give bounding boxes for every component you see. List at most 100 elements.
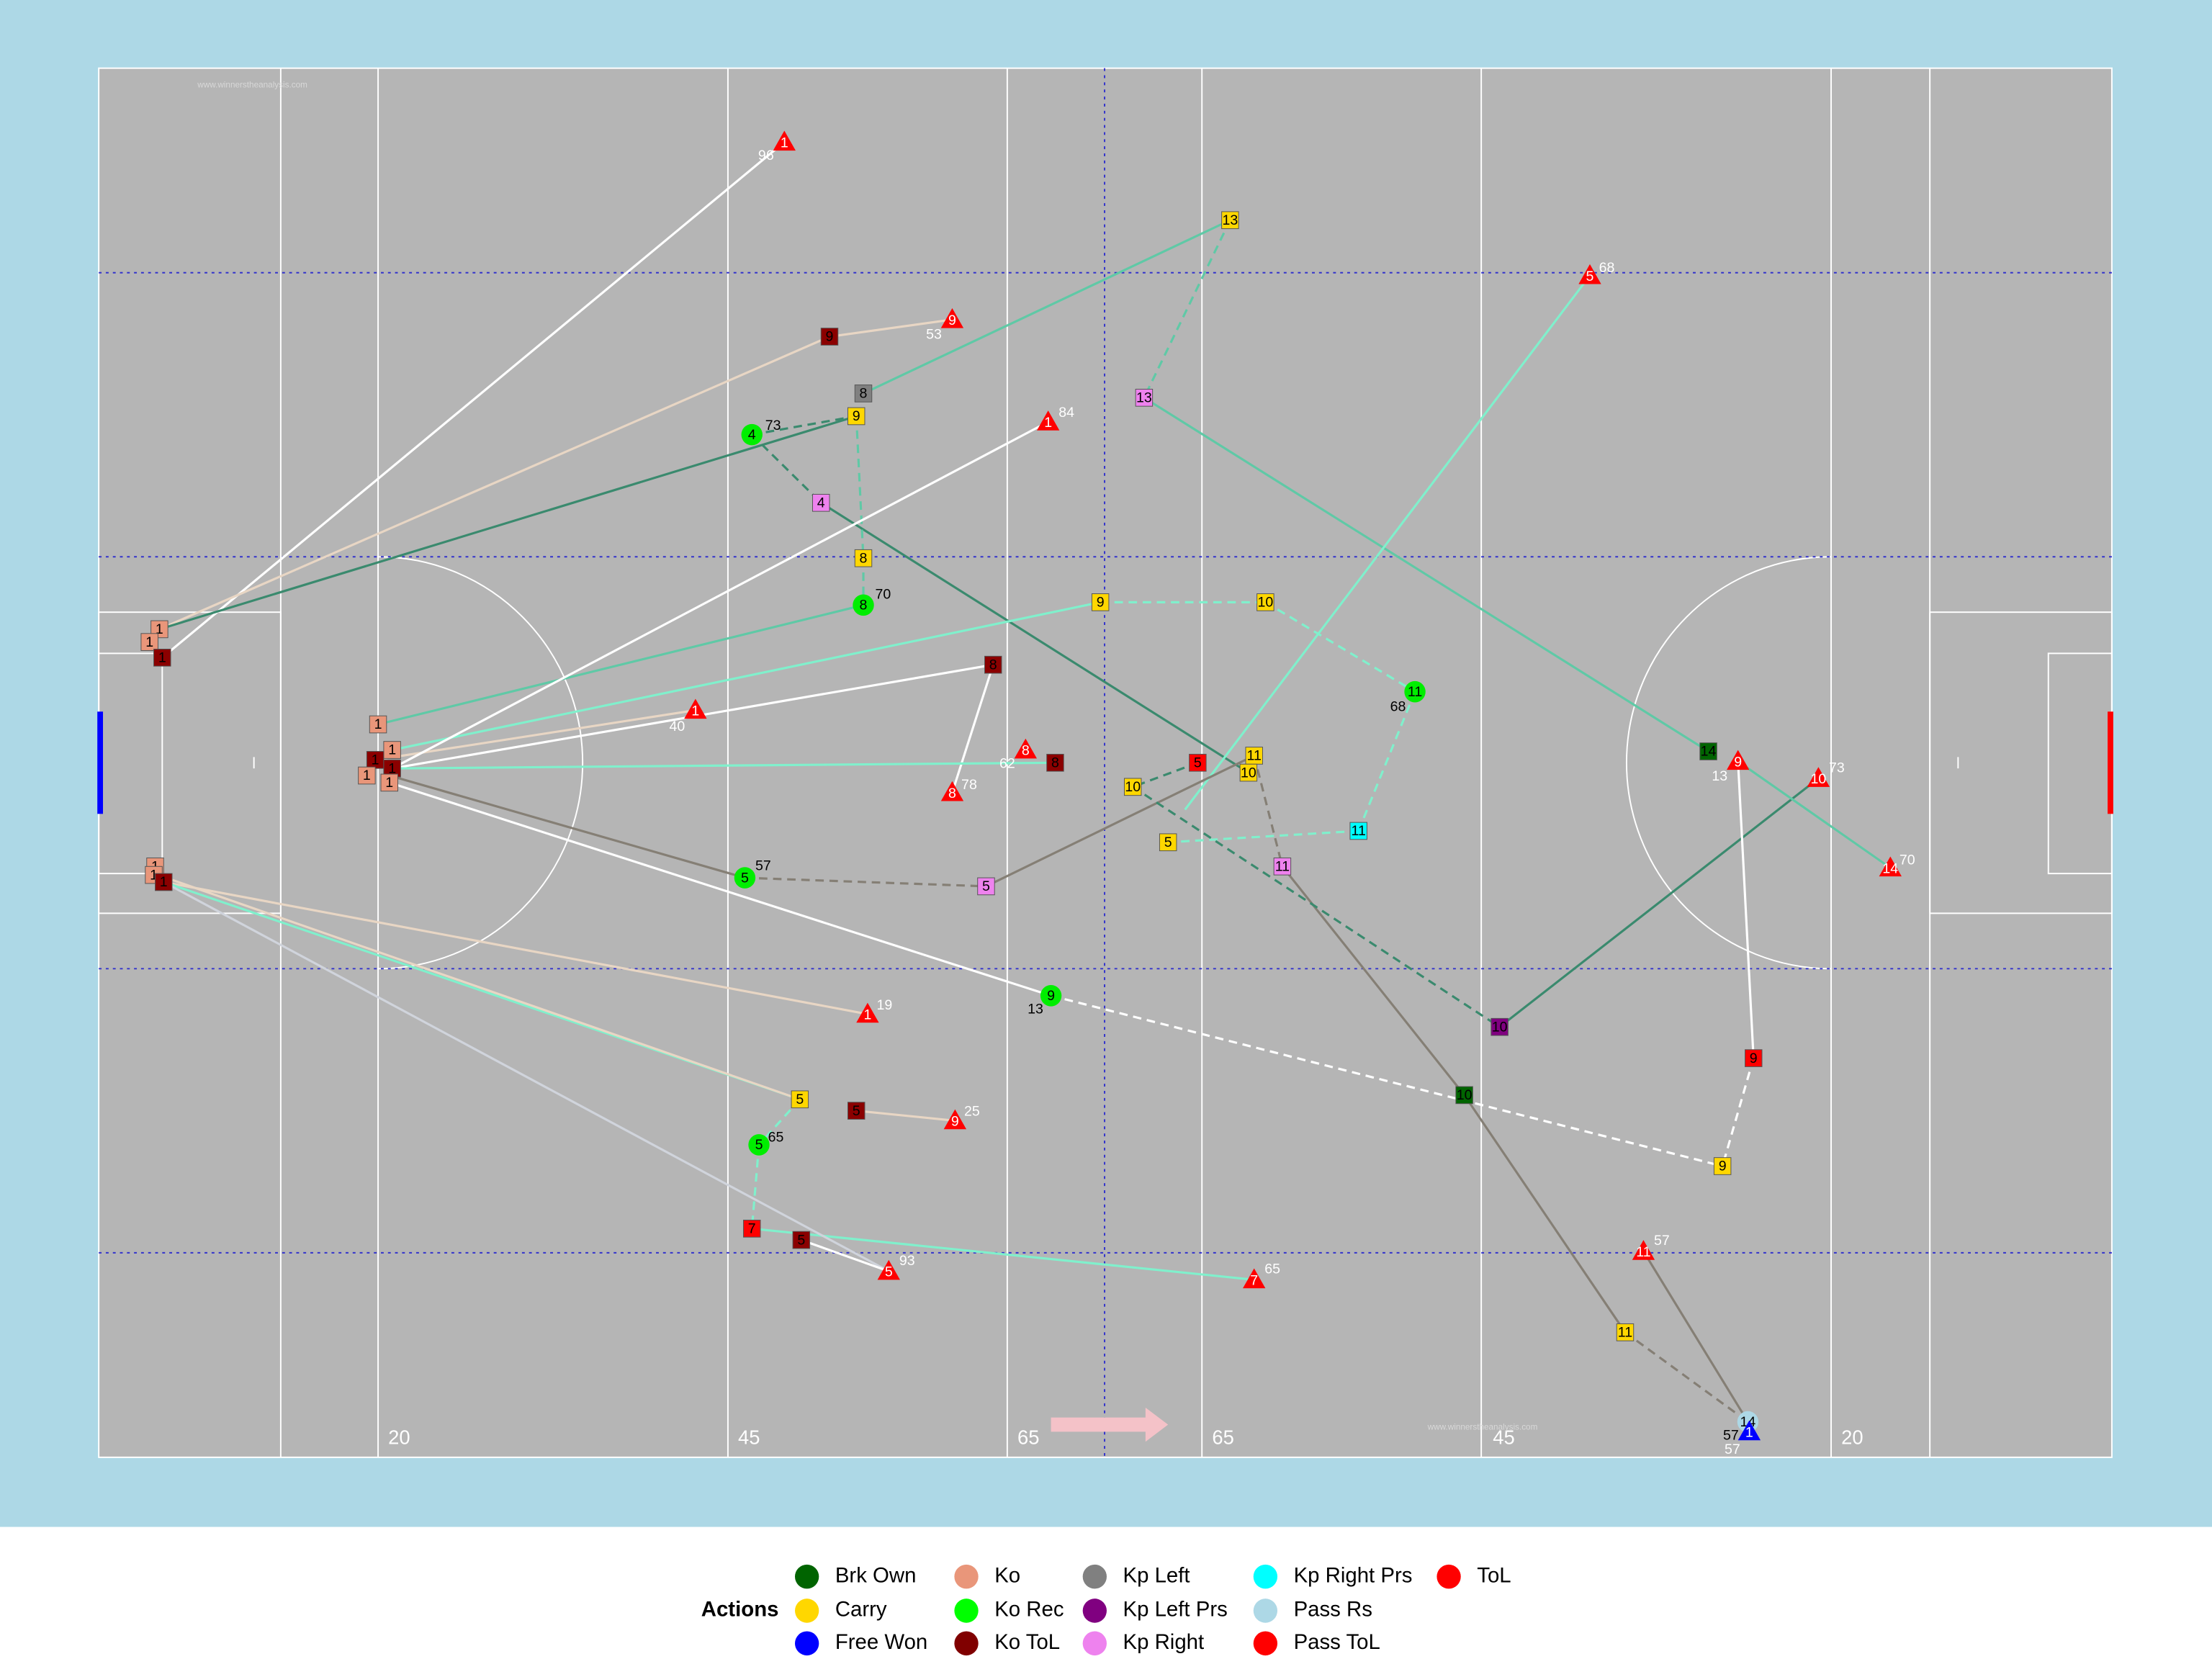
marker-triangle — [1578, 264, 1601, 284]
action-line — [158, 336, 830, 631]
marker-label: 8 — [860, 550, 868, 566]
marker-square — [791, 1090, 809, 1109]
marker-note: 57 — [1654, 1233, 1670, 1249]
legend: Brk Own Carry Free Won Ko Ko Rec Ko ToL Kp Lef… — [795, 1563, 1511, 1656]
legend-label: Ko — [994, 1563, 1020, 1587]
marker-note: 57 — [1725, 1442, 1740, 1457]
action-line — [950, 664, 994, 793]
marker-label: 9 — [1734, 754, 1742, 770]
marker-label: 1 — [363, 768, 371, 783]
marker-note: 73 — [765, 418, 781, 433]
marker-label: 11 — [1247, 748, 1262, 764]
marker-label: 1 — [385, 775, 393, 791]
marker-note: 96 — [758, 148, 774, 163]
marker-label: 1 — [156, 621, 163, 637]
action-line — [801, 1238, 889, 1272]
marker-note: 40 — [670, 719, 685, 734]
marker-square — [977, 877, 995, 896]
marker-label: 4 — [748, 427, 756, 443]
marker-square — [1699, 742, 1717, 760]
marker-triangle — [1243, 1268, 1266, 1289]
marker-label: 5 — [1586, 269, 1594, 284]
marker-label: 1 — [388, 760, 396, 776]
action-line — [1264, 601, 1416, 693]
marker-label: 1 — [1044, 415, 1052, 431]
action-line — [158, 415, 857, 631]
legend-label: Kp Left — [1123, 1563, 1190, 1587]
marker-note: 70 — [1899, 853, 1915, 868]
marker-square — [1221, 211, 1239, 230]
marker-label: 1 — [372, 752, 379, 768]
legend-label: Pass ToL — [1294, 1630, 1380, 1654]
legend-label: Carry — [835, 1598, 887, 1622]
action-line — [163, 881, 890, 1272]
marker-square — [1123, 778, 1142, 796]
marker-label: 13 — [1136, 390, 1152, 405]
marker-label: 14 — [1701, 744, 1717, 760]
legend-label: Pass Rs — [1294, 1598, 1372, 1622]
marker-label: 8 — [860, 597, 868, 613]
marker-square — [140, 633, 158, 651]
marker-label: 1 — [781, 135, 788, 150]
marker-square — [1349, 822, 1367, 840]
action-line — [1642, 1251, 1749, 1423]
zone-lines — [99, 68, 2112, 1457]
marker-label: 5 — [741, 870, 749, 886]
marker-label: 5 — [853, 1103, 860, 1119]
action-line — [389, 781, 1052, 997]
action-line — [820, 501, 1249, 774]
marker-square — [743, 1219, 761, 1238]
marker-square — [358, 766, 376, 785]
marker-label: 5 — [755, 1137, 763, 1153]
marker-circle — [748, 1134, 770, 1156]
legend-label: Kp Right — [1123, 1630, 1205, 1654]
marker-label: 1 — [160, 874, 168, 890]
action-line — [1168, 830, 1359, 844]
marker-label: 9 — [826, 329, 834, 345]
marker-note: 62 — [999, 755, 1015, 771]
marker-label: 10 — [1492, 1019, 1508, 1035]
marker-triangle — [1807, 767, 1830, 787]
yard-label: 65 — [1017, 1426, 1040, 1448]
marker-circle — [1737, 1411, 1759, 1433]
marker-square — [1091, 593, 1110, 611]
action-line — [751, 433, 822, 504]
marker-square — [792, 1231, 811, 1249]
marker-triangle — [856, 1002, 879, 1023]
marker-square — [984, 655, 1002, 674]
marker-note: 25 — [964, 1104, 980, 1120]
action-line — [1143, 396, 1709, 752]
marker-circle — [853, 594, 874, 616]
action-line — [856, 1110, 956, 1122]
marker-circle — [1040, 985, 1062, 1007]
marker-circle — [734, 867, 756, 889]
action-line — [745, 876, 986, 888]
marker-note: 65 — [1264, 1262, 1280, 1277]
action-line — [829, 318, 953, 338]
yard-label: 45 — [738, 1426, 760, 1448]
action-line — [863, 219, 1231, 395]
marker-label: 10 — [1810, 771, 1826, 787]
action-line — [1051, 994, 1723, 1168]
legend-label: Brk Own — [835, 1563, 917, 1587]
marker-label: 7 — [748, 1220, 756, 1236]
marker-label: 11 — [1636, 1244, 1650, 1260]
legend-swatch — [1437, 1564, 1461, 1589]
legend-swatch — [1253, 1631, 1278, 1656]
marker-triangle — [773, 130, 796, 151]
marker-square — [847, 1102, 866, 1120]
legend-swatch — [795, 1631, 819, 1656]
marker-square — [1273, 857, 1292, 876]
marker-label: 1 — [388, 742, 396, 758]
marker-label: 10 — [1257, 595, 1273, 611]
goal-right — [2108, 711, 2113, 814]
marker-label: 1 — [158, 649, 166, 665]
legend-label: Ko ToL — [994, 1630, 1060, 1654]
action-line — [1737, 761, 1755, 1058]
marker-label: 8 — [1051, 755, 1059, 770]
marker-square — [854, 549, 873, 567]
marker-label: 14 — [1882, 860, 1898, 876]
marker-label: 8 — [989, 657, 997, 673]
marker-label: 11 — [1352, 823, 1366, 839]
legend-swatch — [1253, 1599, 1278, 1623]
